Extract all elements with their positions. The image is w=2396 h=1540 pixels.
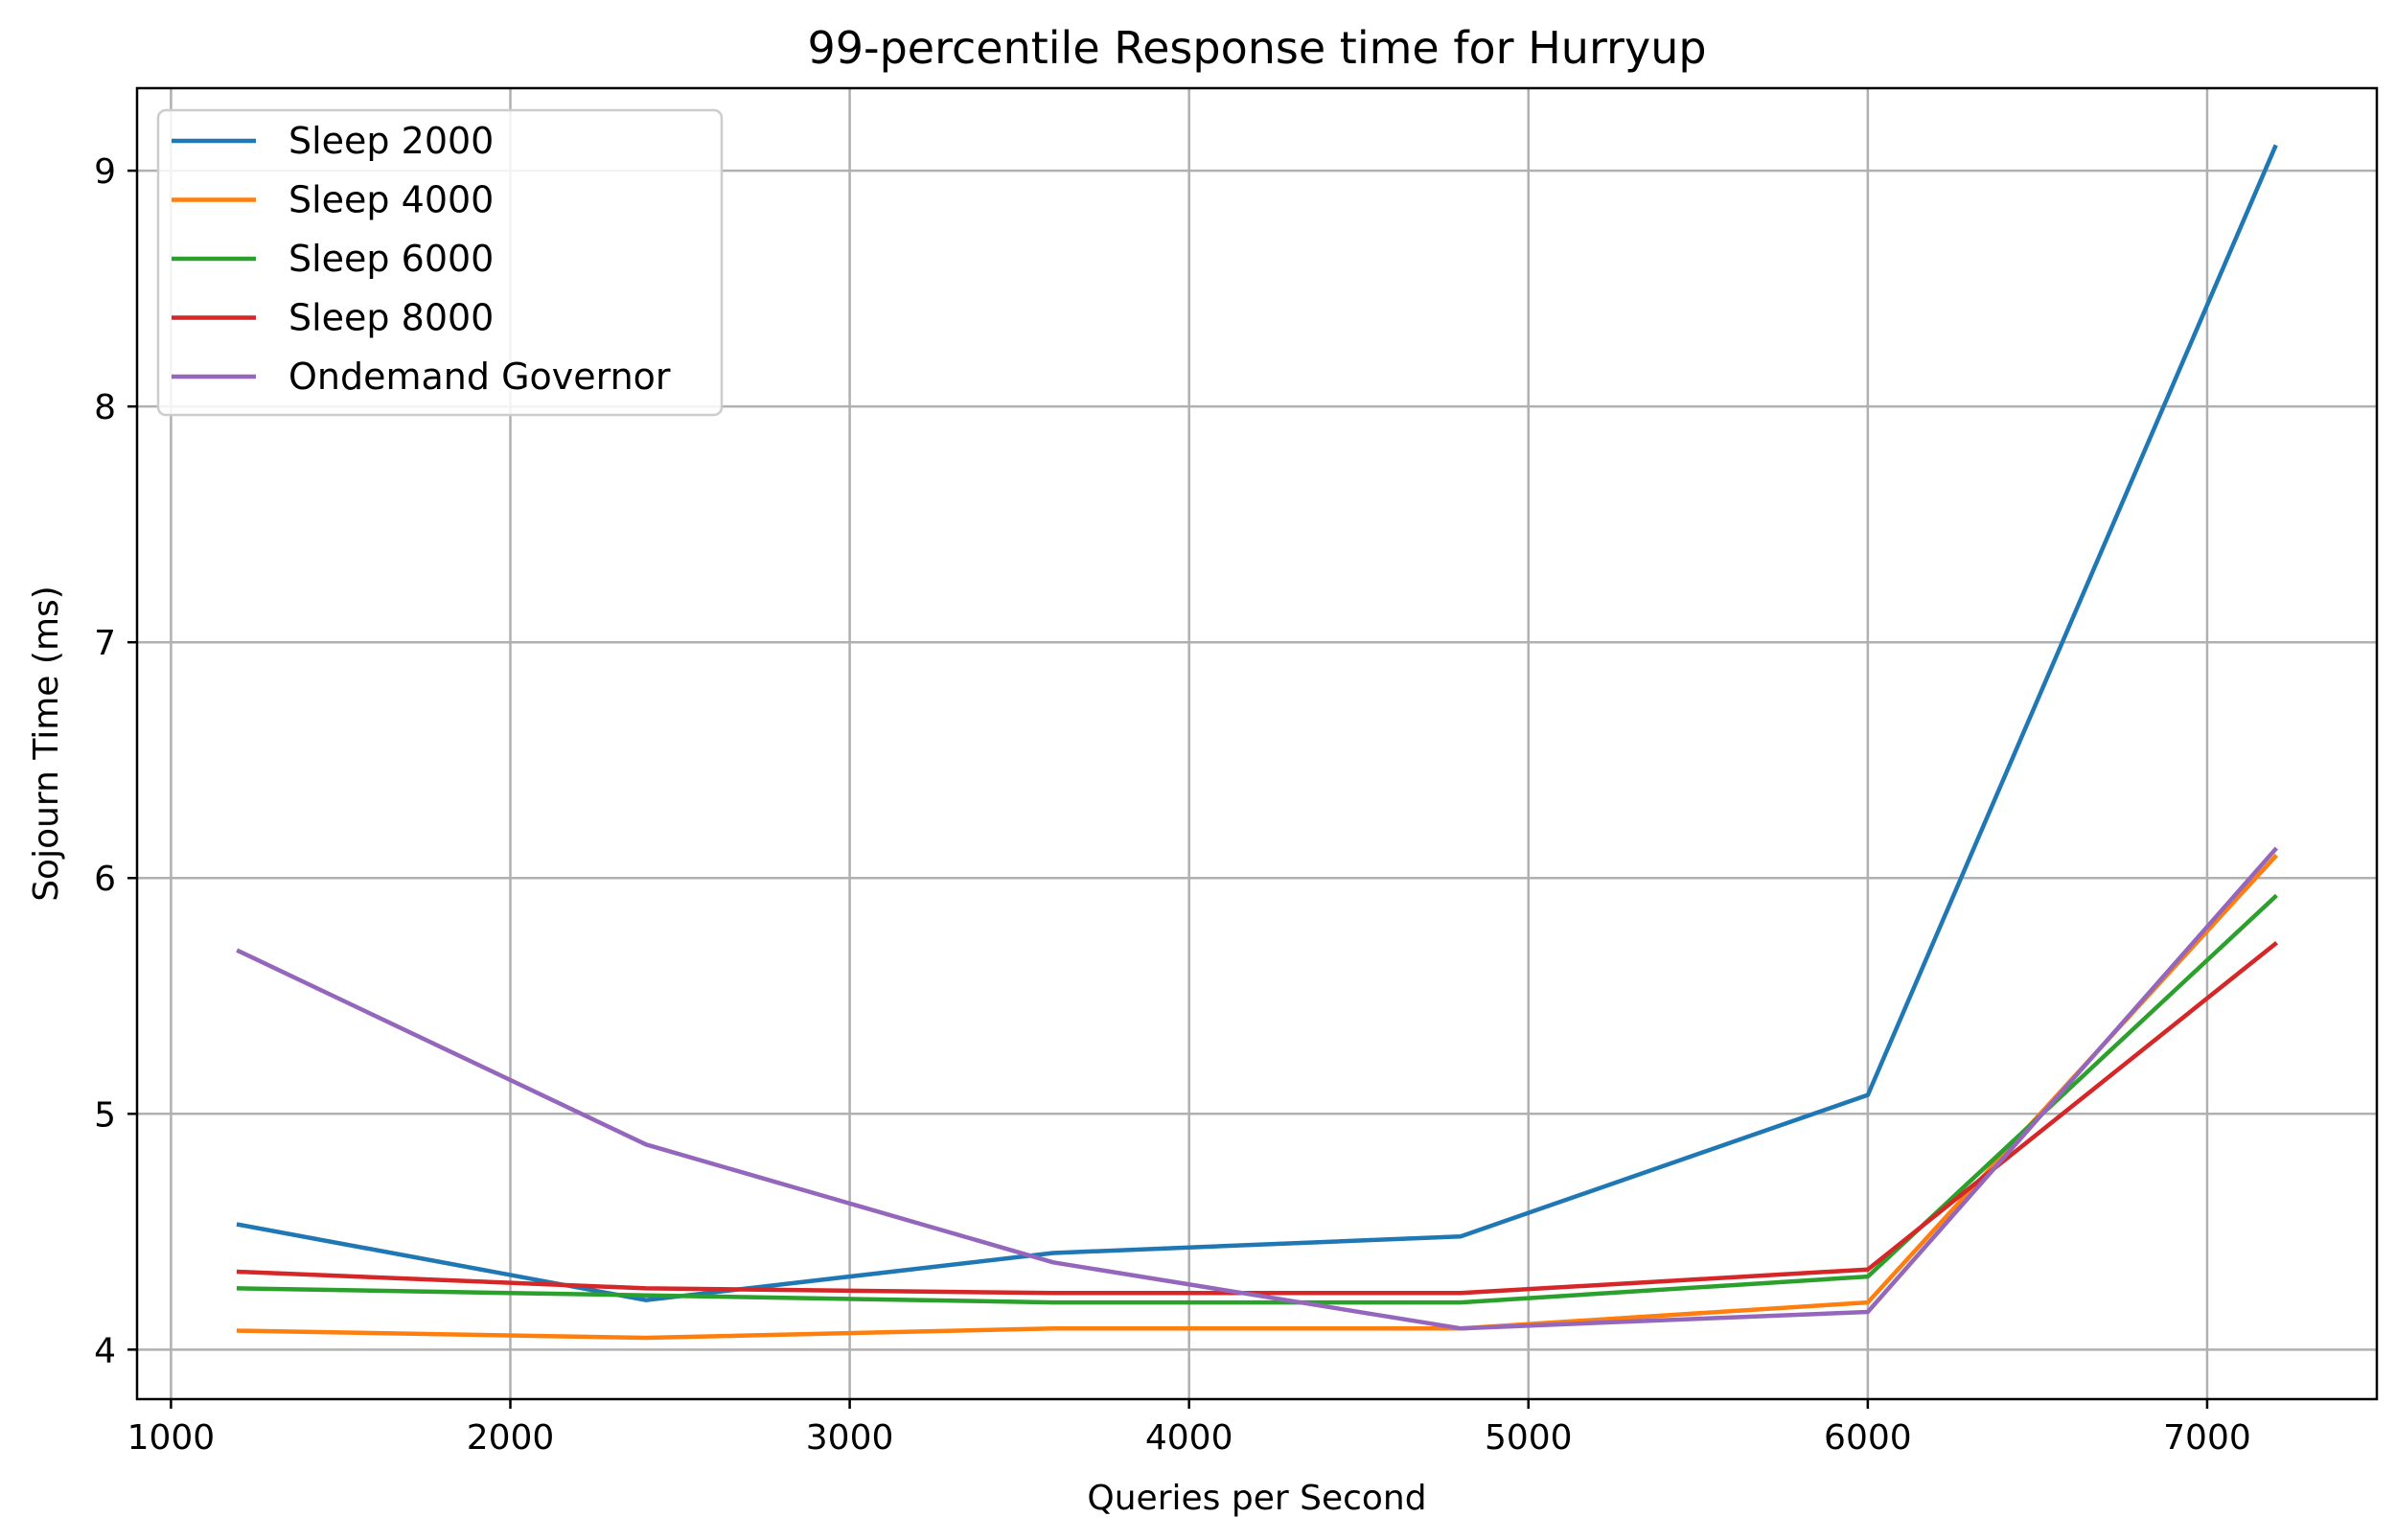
legend-label: Sleep 8000 — [288, 297, 494, 339]
y-tick-label: 5 — [94, 1095, 116, 1135]
plot-frame — [135, 86, 2379, 1401]
chart-title: 99-percentile Response time for Hurryup — [807, 22, 1706, 74]
y-tick-label: 8 — [94, 388, 116, 427]
grid — [137, 88, 2377, 1399]
y-axis-label: Sojourn Time (ms) — [27, 586, 66, 902]
series-line-ondemand-governor — [236, 846, 2278, 1331]
y-tick-label: 4 — [94, 1331, 116, 1370]
y-tick-label: 7 — [94, 624, 116, 663]
x-tick-label: 1000 — [127, 1418, 216, 1458]
x-tick-label: 5000 — [1485, 1418, 1573, 1458]
y-tick-label: 9 — [94, 152, 116, 192]
axis-ticks: 1000 2000 3000 4000 5000 6000 7000 4 5 6 7 8 9 — [94, 152, 2251, 1458]
legend: Sleep 2000 Sleep 4000 Sleep 6000 Sleep 8000… — [156, 108, 724, 417]
series-lines — [236, 144, 2278, 1341]
x-tick-label: 2000 — [467, 1418, 555, 1458]
legend-box — [156, 108, 724, 417]
legend-label: Sleep 2000 — [288, 120, 494, 162]
x-tick-label: 6000 — [1824, 1418, 1912, 1458]
y-tick-label: 6 — [94, 860, 116, 899]
series-line-sleep-8000 — [236, 940, 2278, 1296]
series-line-sleep-4000 — [236, 853, 2278, 1341]
legend-label: Sleep 4000 — [288, 179, 494, 221]
x-tick-label: 4000 — [1145, 1418, 1233, 1458]
x-tick-label: 3000 — [806, 1418, 894, 1458]
x-tick-label: 7000 — [2163, 1418, 2251, 1458]
x-axis-label: Queries per Second — [1087, 1479, 1426, 1518]
legend-label: Sleep 6000 — [288, 238, 494, 280]
legend-label: Ondemand Governor — [288, 356, 671, 398]
